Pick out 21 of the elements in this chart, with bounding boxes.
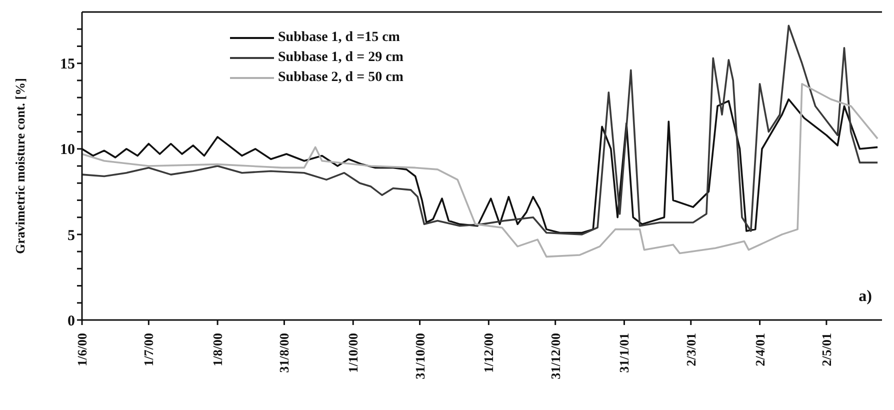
x-tick-label: 31/8/00 [276, 333, 292, 373]
y-tick-label: 0 [68, 313, 75, 330]
annotation: a) [858, 288, 872, 306]
x-tick-label: 2/3/01 [683, 333, 698, 366]
y-axis-title: Gravimetric moisture cont. [%] [12, 78, 28, 254]
x-tick-label: 31/12/00 [548, 333, 563, 380]
y-tick-label: 10 [60, 142, 75, 158]
x-tick-label: 1/10/00 [346, 333, 361, 373]
x-tick-label: 1/6/00 [74, 333, 90, 366]
x-tick-label: 31/10/00 [412, 333, 428, 380]
x-tick-label: 1/12/00 [481, 333, 496, 373]
y-tick-label: 15 [60, 56, 75, 73]
legend-label: Subbase 1, d = 29 cm [278, 50, 404, 66]
y-tick-label: 5 [68, 228, 75, 244]
x-tick-label: 2/4/01 [752, 333, 768, 366]
legend-label: Subbase 1, d =15 cm [278, 30, 400, 46]
legend-label: Subbase 2, d = 50 cm [278, 70, 404, 86]
x-tick-label: 1/8/00 [210, 333, 226, 366]
x-tick-label: 1/7/00 [141, 333, 156, 366]
x-tick-label: 31/1/01 [616, 333, 632, 373]
x-tick-label: 2/5/01 [818, 333, 834, 366]
